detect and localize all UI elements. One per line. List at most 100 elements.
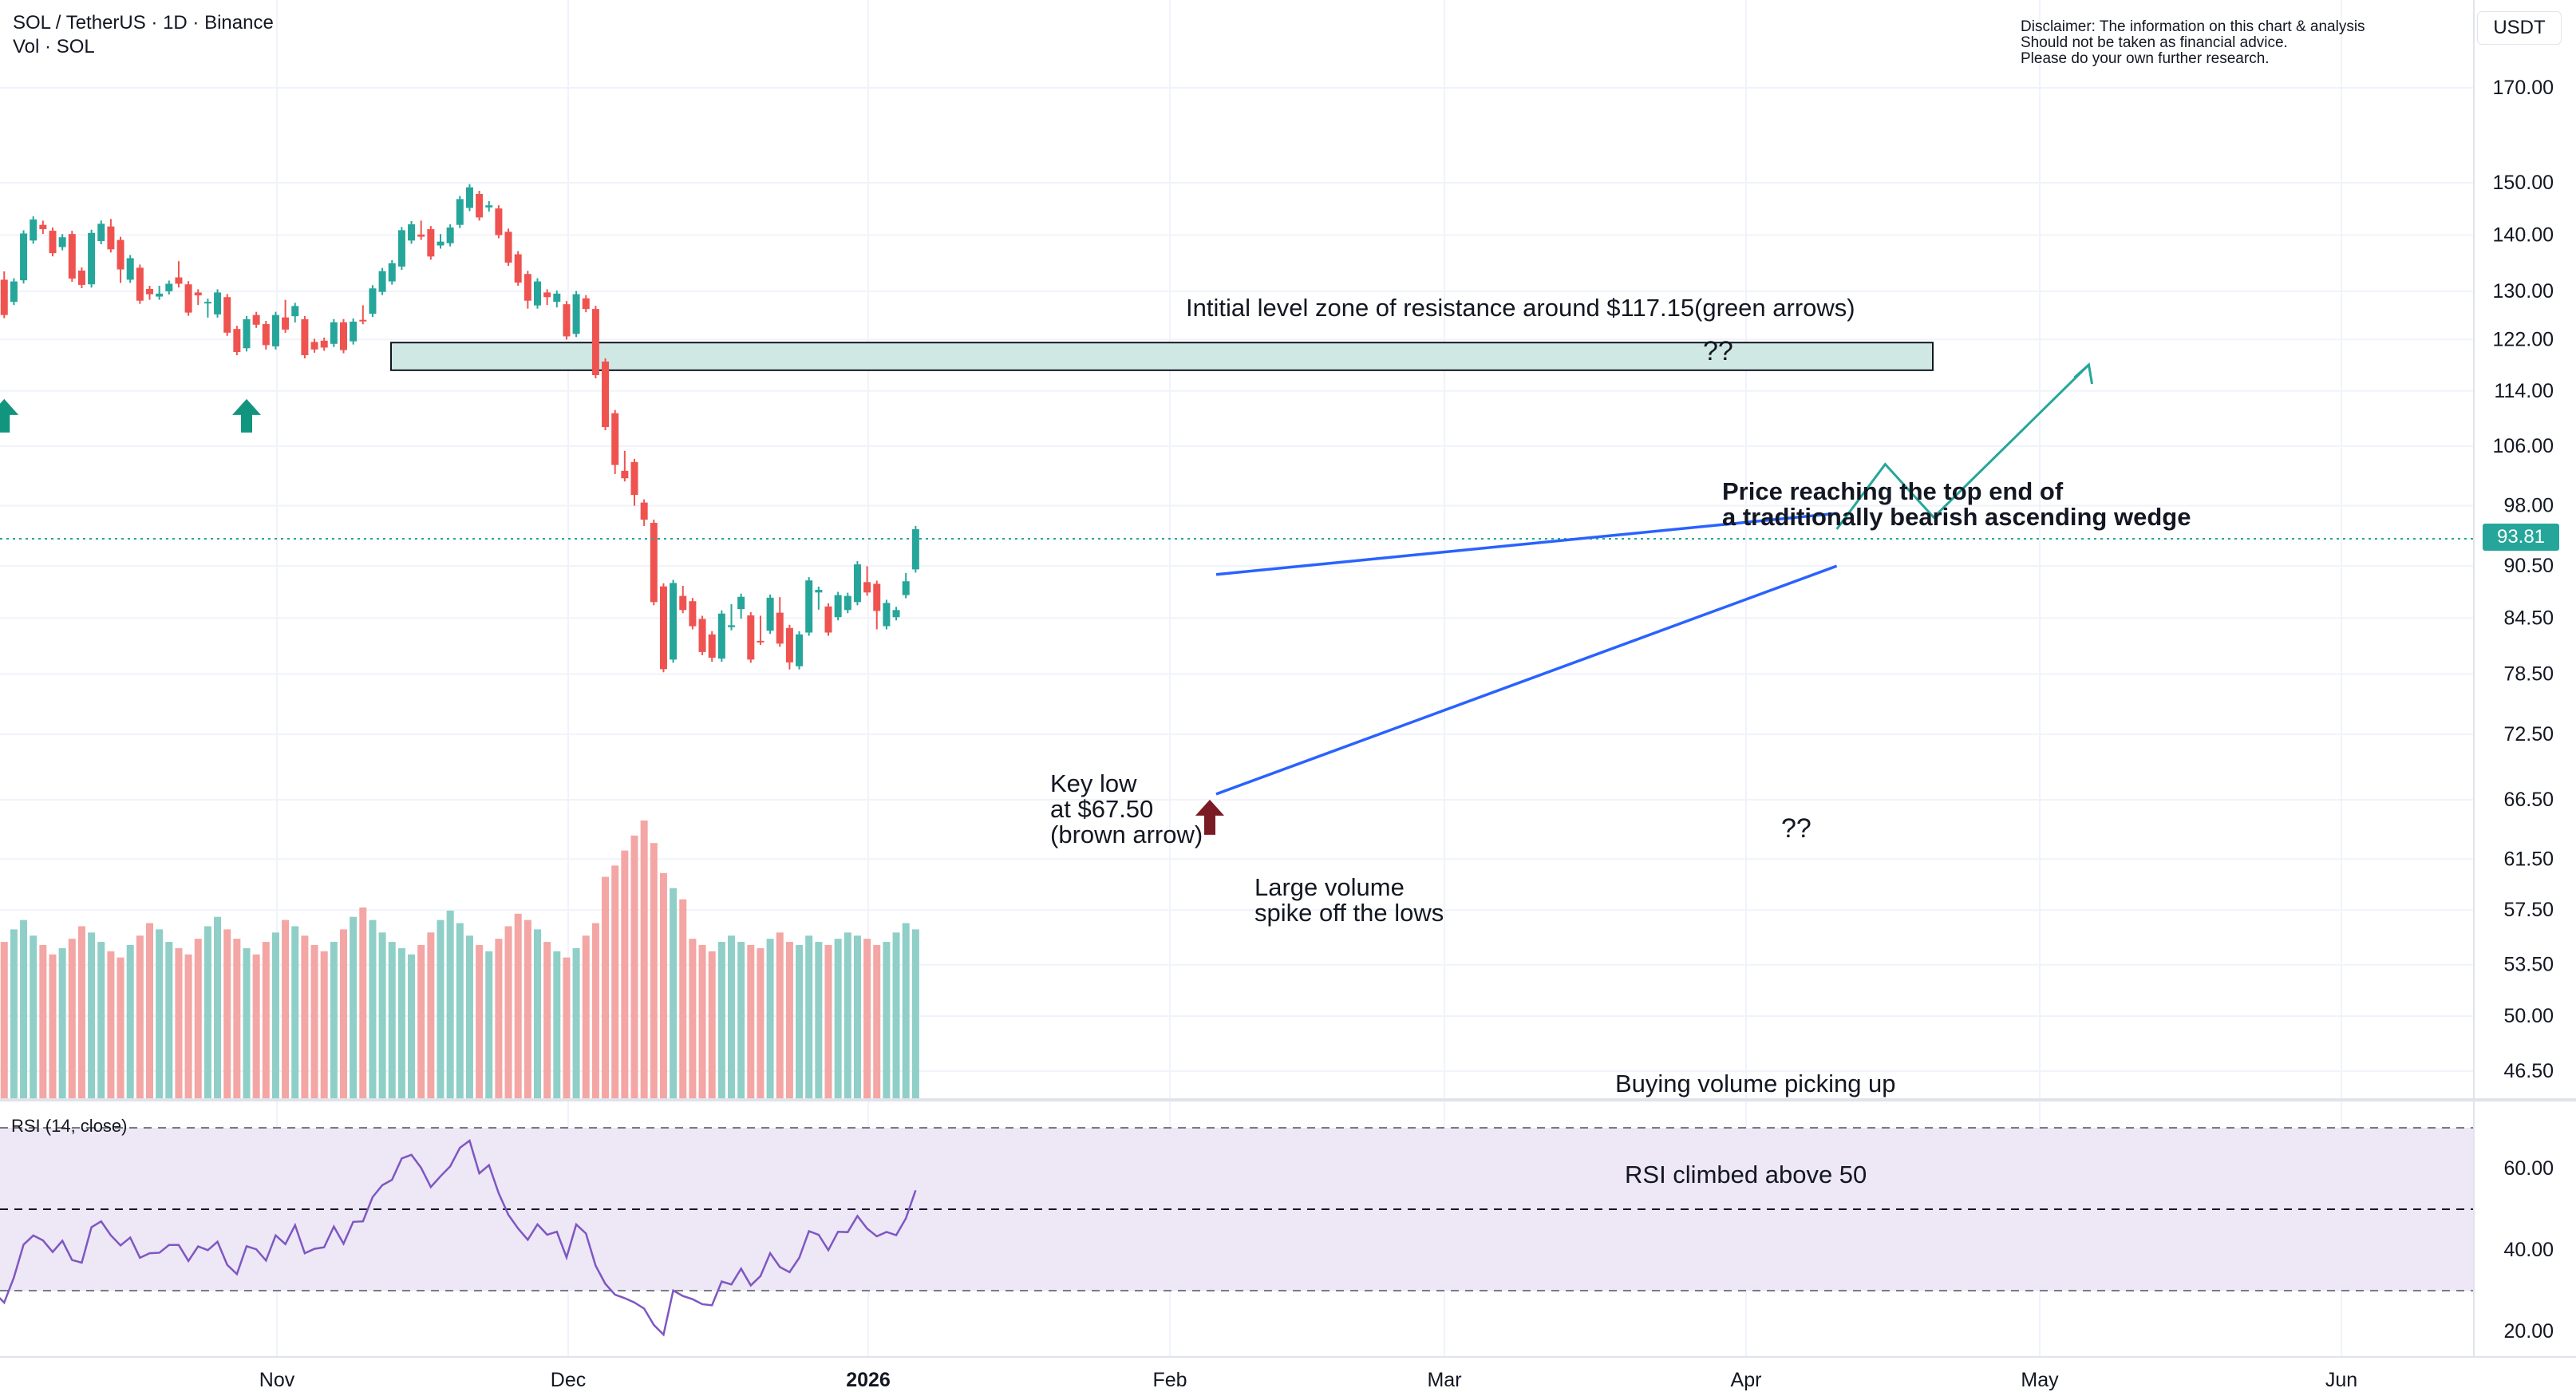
candle-body: [203, 302, 211, 304]
volume-bar: [350, 916, 358, 1098]
volume-bar: [203, 926, 211, 1098]
volume-bar: [233, 939, 241, 1098]
symbol-title[interactable]: SOL / TetherUS · 1D · Binance: [13, 12, 274, 34]
candle-body: [262, 324, 270, 346]
volume-bar: [824, 944, 832, 1098]
volume-bar: [495, 939, 503, 1098]
candle-body: [679, 595, 687, 611]
resistance-zone-box: [390, 342, 1934, 371]
volume-bar: [670, 888, 678, 1098]
volume-bar: [165, 942, 173, 1098]
candle-body: [194, 292, 202, 296]
price-tick-label: 90.50: [2503, 555, 2554, 577]
candle-body: [834, 595, 842, 618]
time-tick-label: 2026: [846, 1369, 891, 1391]
candle-body: [146, 289, 153, 295]
volume-bar: [602, 876, 610, 1098]
candle-body: [417, 234, 425, 237]
price-axis[interactable]: 170.00 150.00 140.00 130.00 122.00 114.00 106.…: [2473, 0, 2554, 1357]
volume-bar: [757, 947, 765, 1098]
volume-bar: [834, 939, 842, 1098]
candle-body: [427, 229, 435, 257]
candle-body: [523, 274, 531, 301]
volume-bar: [476, 944, 484, 1098]
volume-bar: [621, 850, 629, 1098]
price-tick-label: 84.50: [2503, 607, 2554, 629]
volume-bar: [582, 935, 590, 1098]
volume-bar: [271, 932, 279, 1098]
candle-body: [340, 322, 347, 350]
disclaimer-line: Should not be taken as financial advice.: [2021, 34, 2288, 51]
rsi-annotation: RSI climbed above 50: [1625, 1161, 1867, 1188]
volume-bar: [650, 843, 658, 1098]
candle-body: [785, 627, 793, 662]
candle-body: [214, 292, 222, 314]
candle-body: [892, 610, 900, 618]
volume-bar: [184, 954, 192, 1098]
projection-path: [1835, 363, 2090, 530]
volume-bar: [611, 865, 619, 1098]
wedge-annotation-line2: a traditionally bearish ascending wedge: [1722, 503, 2191, 531]
volume-bar: [844, 932, 851, 1098]
candle-body: [844, 595, 851, 611]
green-arrow-icon: [232, 398, 261, 433]
candle-body: [708, 634, 716, 658]
candle-body: [602, 361, 610, 428]
volume-bar: [30, 935, 38, 1098]
projection-arrowhead: [2073, 362, 2093, 385]
volume-bar: [591, 923, 599, 1098]
candle-body: [824, 606, 832, 633]
candle-body: [378, 271, 386, 292]
candle-body: [388, 263, 396, 282]
volume-bar: [659, 872, 667, 1098]
volume-bar: [330, 942, 338, 1098]
price-tick-label: 61.50: [2503, 848, 2554, 870]
volume-bar: [214, 916, 222, 1098]
price-tick-label: 130.00: [2493, 280, 2554, 303]
volume-bar: [397, 947, 405, 1098]
volume-bar: [97, 942, 105, 1098]
volume-bar: [630, 835, 638, 1098]
price-tick-label: 122.00: [2493, 328, 2554, 350]
candle-body: [330, 322, 338, 344]
time-axis[interactable]: Nov Dec 2026 Feb Mar Apr May Jun: [0, 1356, 2576, 1391]
price-tick-label: 72.50: [2503, 723, 2554, 745]
rsi-label[interactable]: RSI (14, close): [11, 1116, 128, 1136]
candle-body: [737, 596, 745, 610]
candle-body: [156, 293, 164, 297]
price-tick-label: 46.50: [2503, 1060, 2554, 1082]
candle-body: [670, 583, 678, 660]
candle-body: [465, 187, 473, 208]
currency-button[interactable]: USDT: [2477, 11, 2562, 45]
wedge-annotation-line1: Price reaching the top end of: [1722, 477, 2064, 505]
key-low-annotation-line1: Key low: [1050, 769, 1137, 797]
rsi-tick-label: 60.00: [2503, 1157, 2554, 1180]
price-tick-label: 170.00: [2493, 77, 2554, 99]
volume-bar: [534, 929, 541, 1098]
volume-bar: [58, 947, 66, 1098]
candle-body: [582, 298, 590, 310]
volume-bar: [883, 942, 891, 1098]
candle-body: [10, 281, 18, 303]
key-low-annotation-line3: (brown arrow): [1050, 821, 1203, 848]
volume-bar: [369, 919, 377, 1098]
candle-body: [717, 613, 725, 659]
volume-bar: [340, 929, 347, 1098]
candle-body: [175, 277, 183, 284]
candle-body: [184, 284, 192, 313]
buying-volume-annotation: Buying volume picking up: [1615, 1070, 1896, 1097]
candle-body: [543, 292, 551, 298]
candle-body: [553, 293, 561, 303]
time-tick-label: Feb: [1152, 1369, 1187, 1391]
volume-bar: [10, 929, 18, 1098]
volume-bar: [446, 910, 454, 1098]
candle-body: [136, 267, 144, 301]
candle-body: [495, 208, 503, 235]
candle-body: [757, 640, 765, 643]
rsi-panel: [0, 1127, 2474, 1337]
candle-body: [911, 529, 919, 570]
price-tick-label: 50.00: [2503, 1005, 2554, 1027]
volume-bar: [776, 932, 784, 1098]
time-tick-label: Apr: [1731, 1369, 1762, 1391]
